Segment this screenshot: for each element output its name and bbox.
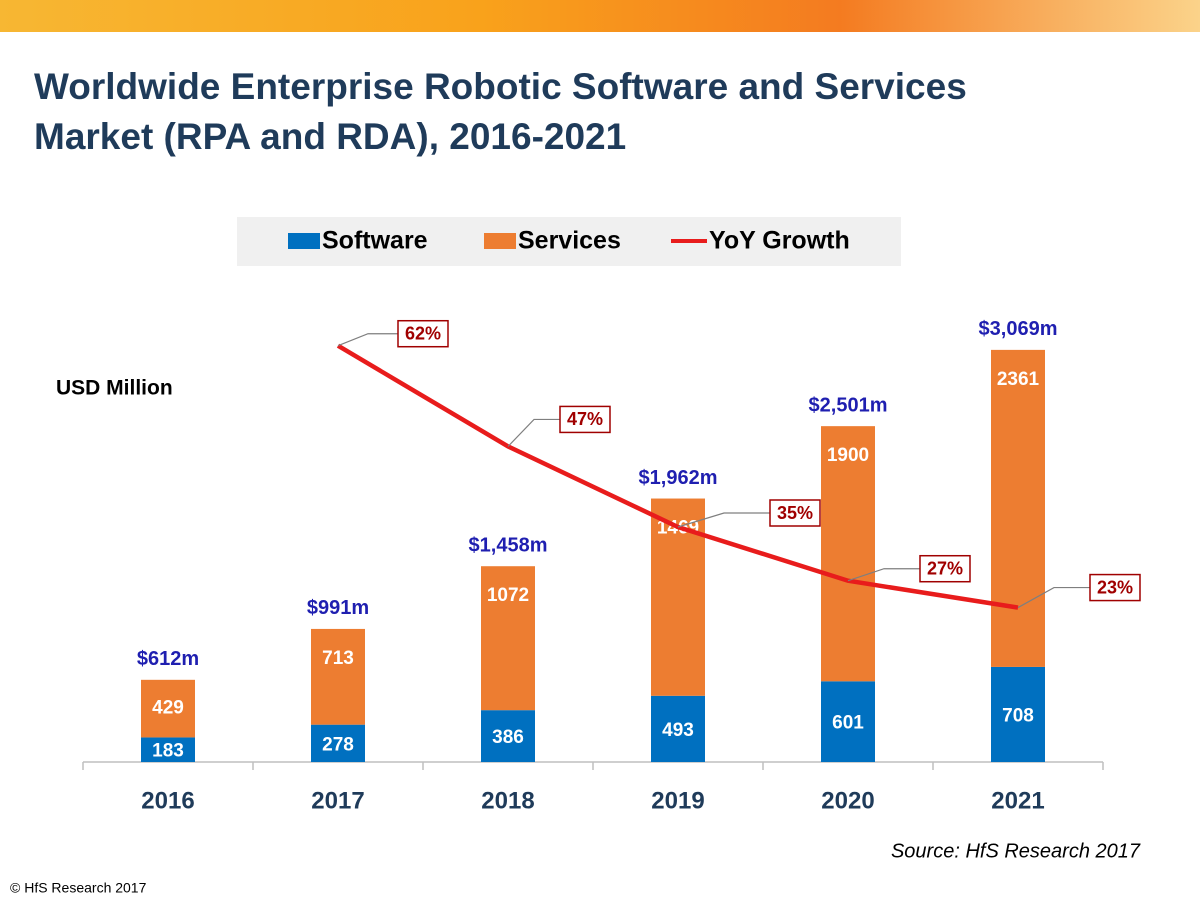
growth-label: 47% <box>567 409 603 429</box>
legend-box <box>237 217 901 266</box>
value-label: 713 <box>322 648 354 669</box>
label-box <box>919 554 971 583</box>
x-tick-label: 2019 <box>651 787 704 814</box>
value-label: 1072 <box>487 585 529 606</box>
total-label: $1,962m <box>639 467 718 489</box>
label-leader <box>847 568 920 582</box>
x-tick-label: 2018 <box>481 787 534 814</box>
legend-swatch <box>288 233 320 249</box>
legend-label: YoY Growth <box>709 227 850 255</box>
y-axis-label: USD Million <box>56 377 173 400</box>
x-tick-label: 2016 <box>141 787 194 814</box>
value-label: 493 <box>662 720 694 741</box>
bar-segment <box>991 349 1045 667</box>
growth-label: 62% <box>405 323 441 343</box>
label-leader <box>507 418 560 447</box>
value-label: 386 <box>492 727 524 748</box>
value-label: 708 <box>1002 705 1034 726</box>
copyright: © HfS Research 2017 <box>10 880 147 896</box>
label-box <box>559 405 611 434</box>
label-box <box>769 499 821 527</box>
header-band <box>0 0 1200 32</box>
source: Source: HfS Research 2017 <box>891 840 1141 862</box>
x-tick-label: 2021 <box>991 787 1044 814</box>
x-tick-label: 2020 <box>821 787 874 814</box>
legend-swatch <box>484 233 516 249</box>
value-label: 2361 <box>997 369 1040 390</box>
total-label: $3,069m <box>979 318 1058 340</box>
bar-segment <box>311 628 365 725</box>
label-box <box>397 319 449 348</box>
total-label: $991m <box>307 597 369 619</box>
bar-segment <box>651 695 705 762</box>
label-leader <box>677 512 770 528</box>
value-label: 601 <box>832 713 864 734</box>
bar-segment <box>141 737 195 762</box>
bar-segment <box>821 681 875 762</box>
value-label: 429 <box>152 698 184 719</box>
bar-segment <box>141 679 195 738</box>
bar-segment <box>481 710 535 762</box>
x-tick-label: 2017 <box>311 787 364 814</box>
bar-segment <box>821 426 875 682</box>
bar-segment <box>481 566 535 711</box>
label-leader <box>1017 586 1090 609</box>
total-label: $2,501m <box>809 394 888 416</box>
legend-label: Services <box>518 227 621 255</box>
growth-label: 23% <box>1097 577 1133 597</box>
growth-label: 27% <box>927 558 963 578</box>
value-label: 1900 <box>827 445 869 466</box>
label-box <box>1089 573 1141 602</box>
growth-label: 35% <box>777 503 813 523</box>
legend-label: Software <box>322 227 428 255</box>
bar-segment <box>991 666 1045 762</box>
value-label: 183 <box>152 741 184 762</box>
total-label: $1,458m <box>469 534 548 556</box>
value-label: 278 <box>322 734 354 755</box>
total-label: $612m <box>137 648 199 670</box>
label-leader <box>337 333 398 347</box>
chart-title: Worldwide Enterprise Robotic Software an… <box>34 66 967 157</box>
bar-segment <box>311 724 365 762</box>
